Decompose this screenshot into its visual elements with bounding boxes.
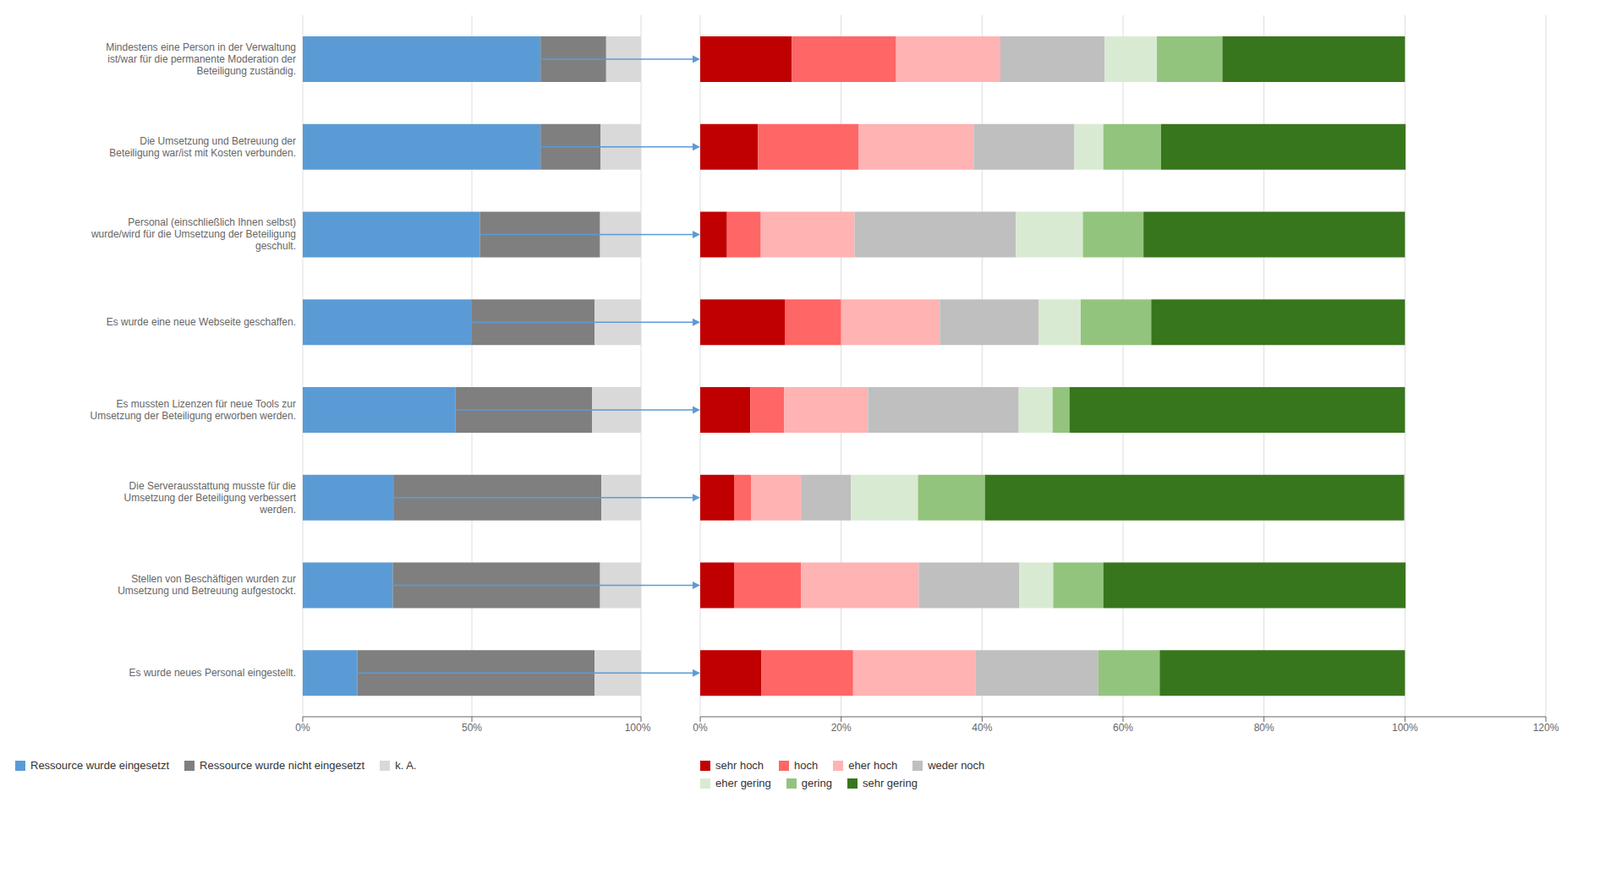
svg-text:20%: 20% xyxy=(831,722,852,735)
html-text:hoch: hoch xyxy=(794,759,819,773)
html-text:eher gering: eher gering xyxy=(715,777,772,790)
svg-text:Es mussten Lizenzen für neue T: Es mussten Lizenzen für neue Tools zurUm… xyxy=(90,398,296,422)
html-text:gering: gering xyxy=(801,777,833,790)
svg-text:80%: 80% xyxy=(1254,722,1275,735)
svg-text:100%: 100% xyxy=(1391,722,1419,735)
svg-text:120%: 120% xyxy=(1533,722,1560,735)
html-text:weder noch: weder noch xyxy=(927,759,985,773)
svg-text:0%: 0% xyxy=(295,722,311,735)
html-text:Ressource wurde eingesetzt: Ressource wurde eingesetzt xyxy=(30,759,170,773)
html-text:eher hoch: eher hoch xyxy=(848,759,898,773)
svg-text:0%: 0% xyxy=(692,722,708,735)
html-text:k. A.: k. A. xyxy=(395,759,417,773)
html-text:sehr gering: sehr gering xyxy=(862,777,918,790)
html-text:sehr hoch: sehr hoch xyxy=(715,759,764,773)
svg-text:Die Serverausstattung musste f: Die Serverausstattung musste für dieUmse… xyxy=(124,480,297,516)
svg-text:50%: 50% xyxy=(461,722,483,735)
html-text:Ressource wurde nicht eingeset: Ressource wurde nicht eingesetzt xyxy=(199,759,365,773)
svg-text:40%: 40% xyxy=(971,722,992,735)
svg-text:Es wurde eine neue Webseite ge: Es wurde eine neue Webseite geschaffen. xyxy=(106,316,296,329)
svg-text:Die Umsetzung und Betreuung de: Die Umsetzung und Betreuung derBeteiligu… xyxy=(109,135,296,159)
svg-text:100%: 100% xyxy=(624,722,652,735)
svg-text:60%: 60% xyxy=(1112,722,1134,735)
svg-text:Es wurde neues Personal einges: Es wurde neues Personal eingestellt. xyxy=(129,667,296,680)
svg-text:Personal (einschließlich Ihnen: Personal (einschließlich Ihnen selbst)wu… xyxy=(90,216,296,253)
svg-text:Stellen von Beschäftigen wurde: Stellen von Beschäftigen wurden zurUmset… xyxy=(117,573,296,598)
svg-text:Mindestens eine Person in der: Mindestens eine Person in der Verwaltung… xyxy=(105,41,296,77)
